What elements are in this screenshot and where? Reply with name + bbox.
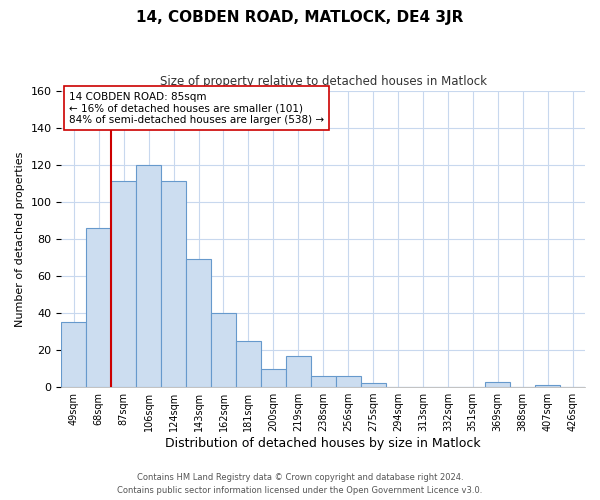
Title: Size of property relative to detached houses in Matlock: Size of property relative to detached ho… xyxy=(160,75,487,88)
Bar xyxy=(286,356,311,387)
Bar xyxy=(211,313,236,387)
Bar xyxy=(361,384,386,387)
Bar xyxy=(236,341,261,387)
X-axis label: Distribution of detached houses by size in Matlock: Distribution of detached houses by size … xyxy=(166,437,481,450)
Bar xyxy=(535,385,560,387)
Bar xyxy=(186,259,211,387)
Y-axis label: Number of detached properties: Number of detached properties xyxy=(15,151,25,326)
Text: 14 COBDEN ROAD: 85sqm
← 16% of detached houses are smaller (101)
84% of semi-det: 14 COBDEN ROAD: 85sqm ← 16% of detached … xyxy=(69,92,324,125)
Text: Contains HM Land Registry data © Crown copyright and database right 2024.
Contai: Contains HM Land Registry data © Crown c… xyxy=(118,474,482,495)
Text: 14, COBDEN ROAD, MATLOCK, DE4 3JR: 14, COBDEN ROAD, MATLOCK, DE4 3JR xyxy=(136,10,464,25)
Bar xyxy=(261,368,286,387)
Bar xyxy=(111,182,136,387)
Bar xyxy=(61,322,86,387)
Bar xyxy=(136,164,161,387)
Bar xyxy=(485,382,510,387)
Bar xyxy=(311,376,335,387)
Bar xyxy=(335,376,361,387)
Bar xyxy=(86,228,111,387)
Bar xyxy=(161,182,186,387)
